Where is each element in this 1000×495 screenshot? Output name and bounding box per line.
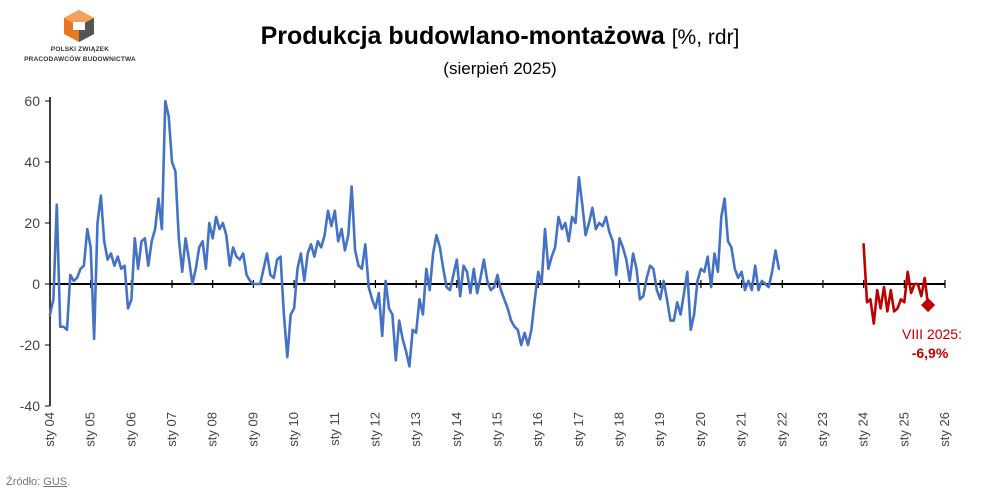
x-tick-label: sty 18: [612, 412, 627, 447]
x-tick-label: sty 09: [245, 412, 260, 447]
x-tick-label: sty 26: [937, 412, 952, 447]
chart-title-unit: [%, rdr]: [671, 26, 740, 49]
x-tick-label: sty 24: [856, 412, 871, 447]
annotation-layer: VIII 2025: -6,9%: [902, 297, 962, 361]
chart-title: Produkcja budowlano-montażowa [%, rdr]: [180, 22, 820, 51]
x-tick-label: sty 17: [571, 412, 586, 447]
x-tick-label: sty 19: [652, 412, 667, 447]
x-tick-label: sty 07: [164, 412, 179, 447]
series-line-1: [48, 99, 781, 368]
x-tick-label: sty 08: [205, 412, 220, 447]
x-tick-label: sty 05: [83, 412, 98, 447]
source-prefix: Źródło:: [6, 476, 44, 488]
y-tick-label: 60: [24, 93, 40, 109]
series-line-2: [862, 243, 930, 325]
x-tick-label: sty 25: [896, 412, 911, 447]
x-tick-label: sty 13: [408, 412, 423, 447]
x-tick-label: sty 06: [123, 412, 138, 447]
pzpb-logo: POLSKI ZWIĄZEK PRACODAWCÓW BUDOWNICTWA: [0, 8, 160, 70]
y-tick-label: -20: [20, 337, 40, 353]
annotation-value: -6,9%: [912, 345, 949, 361]
x-tick-label: sty 04: [42, 412, 57, 447]
x-tick-label: sty 11: [327, 412, 342, 446]
x-axis: sty 04 sty 05 sty 06 sty 07 sty 08 sty 09 sty …: [42, 280, 952, 447]
x-tick-label: sty 22: [774, 412, 789, 447]
source-note: Źródło: GUS.: [6, 476, 70, 488]
x-tick-label: sty 15: [490, 412, 505, 447]
y-tick-label: 40: [24, 154, 40, 170]
source-suffix: .: [67, 476, 71, 488]
x-tick-label: sty 20: [693, 412, 708, 447]
logo-line-2: PRACODAWCÓW BUDOWNICTWA: [24, 56, 136, 63]
x-tick-label: sty 23: [815, 412, 830, 447]
chart-subtitle: (sierpień 2025): [443, 59, 557, 78]
chart-title-main: Produkcja budowlano-montażowa: [260, 22, 665, 50]
logo-mark-icon: [64, 10, 94, 42]
y-tick-label: -40: [20, 398, 40, 414]
annotation-label: VIII 2025:: [902, 326, 962, 342]
last-value-marker: [920, 297, 936, 313]
y-axis: 60 40 20 0 -20 -40: [20, 93, 51, 414]
x-tick-label: sty 10: [286, 412, 301, 447]
x-tick-label: sty 12: [367, 412, 382, 447]
y-tick-label: 20: [24, 215, 40, 231]
source-link[interactable]: GUS: [43, 476, 68, 488]
y-tick-label: 0: [32, 276, 40, 292]
x-tick-label: sty 16: [530, 412, 545, 447]
x-tick-label: sty 14: [449, 412, 464, 447]
x-tick-label: sty 21: [734, 412, 749, 447]
logo-line-1: POLSKI ZWIĄZEK: [50, 46, 110, 53]
series-layer: [48, 99, 930, 368]
